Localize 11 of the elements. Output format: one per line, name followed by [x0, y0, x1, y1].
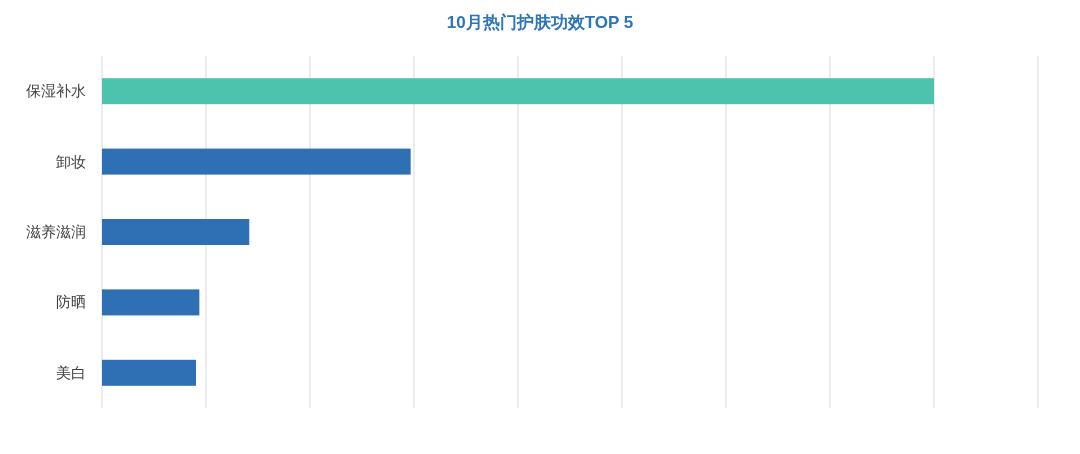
bar — [102, 148, 411, 175]
y-tick-label: 保湿补水 — [26, 82, 86, 100]
y-tick-label: 卸妆 — [56, 152, 86, 170]
bar — [102, 219, 250, 245]
y-tick-label: 滋养滋润 — [26, 223, 86, 240]
y-tick-label: 防晒 — [56, 293, 86, 311]
bar — [102, 289, 200, 316]
y-tick-label: 美白 — [56, 363, 86, 381]
bar — [102, 78, 934, 105]
chart-title: 10月热门护肤功效TOP 5 — [446, 13, 634, 32]
bar — [102, 359, 197, 386]
